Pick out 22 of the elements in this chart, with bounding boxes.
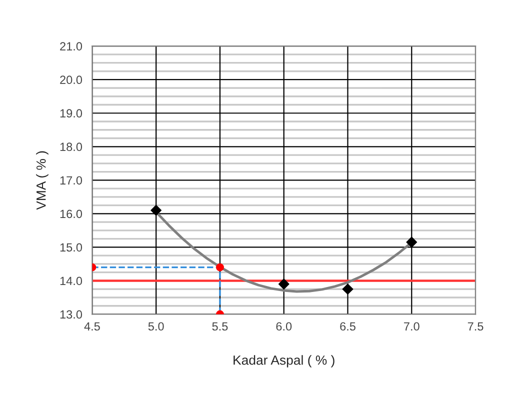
- point: [278, 278, 290, 290]
- y-axis-title: VMA ( % ): [36, 151, 48, 210]
- point: [406, 236, 418, 248]
- y-tick-label: 14.0: [60, 276, 82, 286]
- y-tick-label: 13.0: [60, 310, 82, 319]
- y-tick-label: 20.0: [60, 76, 82, 84]
- y-tick-label: 18.0: [60, 142, 82, 152]
- y-tick-label: 16.0: [60, 210, 82, 218]
- y-tick-label: 17.0: [60, 176, 82, 185]
- x-tick-label: 4.5: [84, 322, 100, 331]
- x-tick-label: 5.5: [212, 322, 228, 331]
- x-tick-label: 6.5: [340, 322, 356, 331]
- y-tick-label: 21.0: [60, 42, 82, 50]
- y-tick-label: 15.0: [60, 243, 82, 252]
- x-tick-label: 6.0: [276, 322, 292, 331]
- point: [342, 284, 354, 295]
- y-tick-label: 19.0: [60, 109, 82, 118]
- x-axis-title: Kadar Aspal ( % ): [234, 355, 334, 368]
- x-tick-label: 7.5: [468, 322, 484, 331]
- x-tick-label: 5.0: [148, 322, 164, 331]
- point: [150, 204, 162, 216]
- x-tick-label: 7.0: [404, 322, 420, 331]
